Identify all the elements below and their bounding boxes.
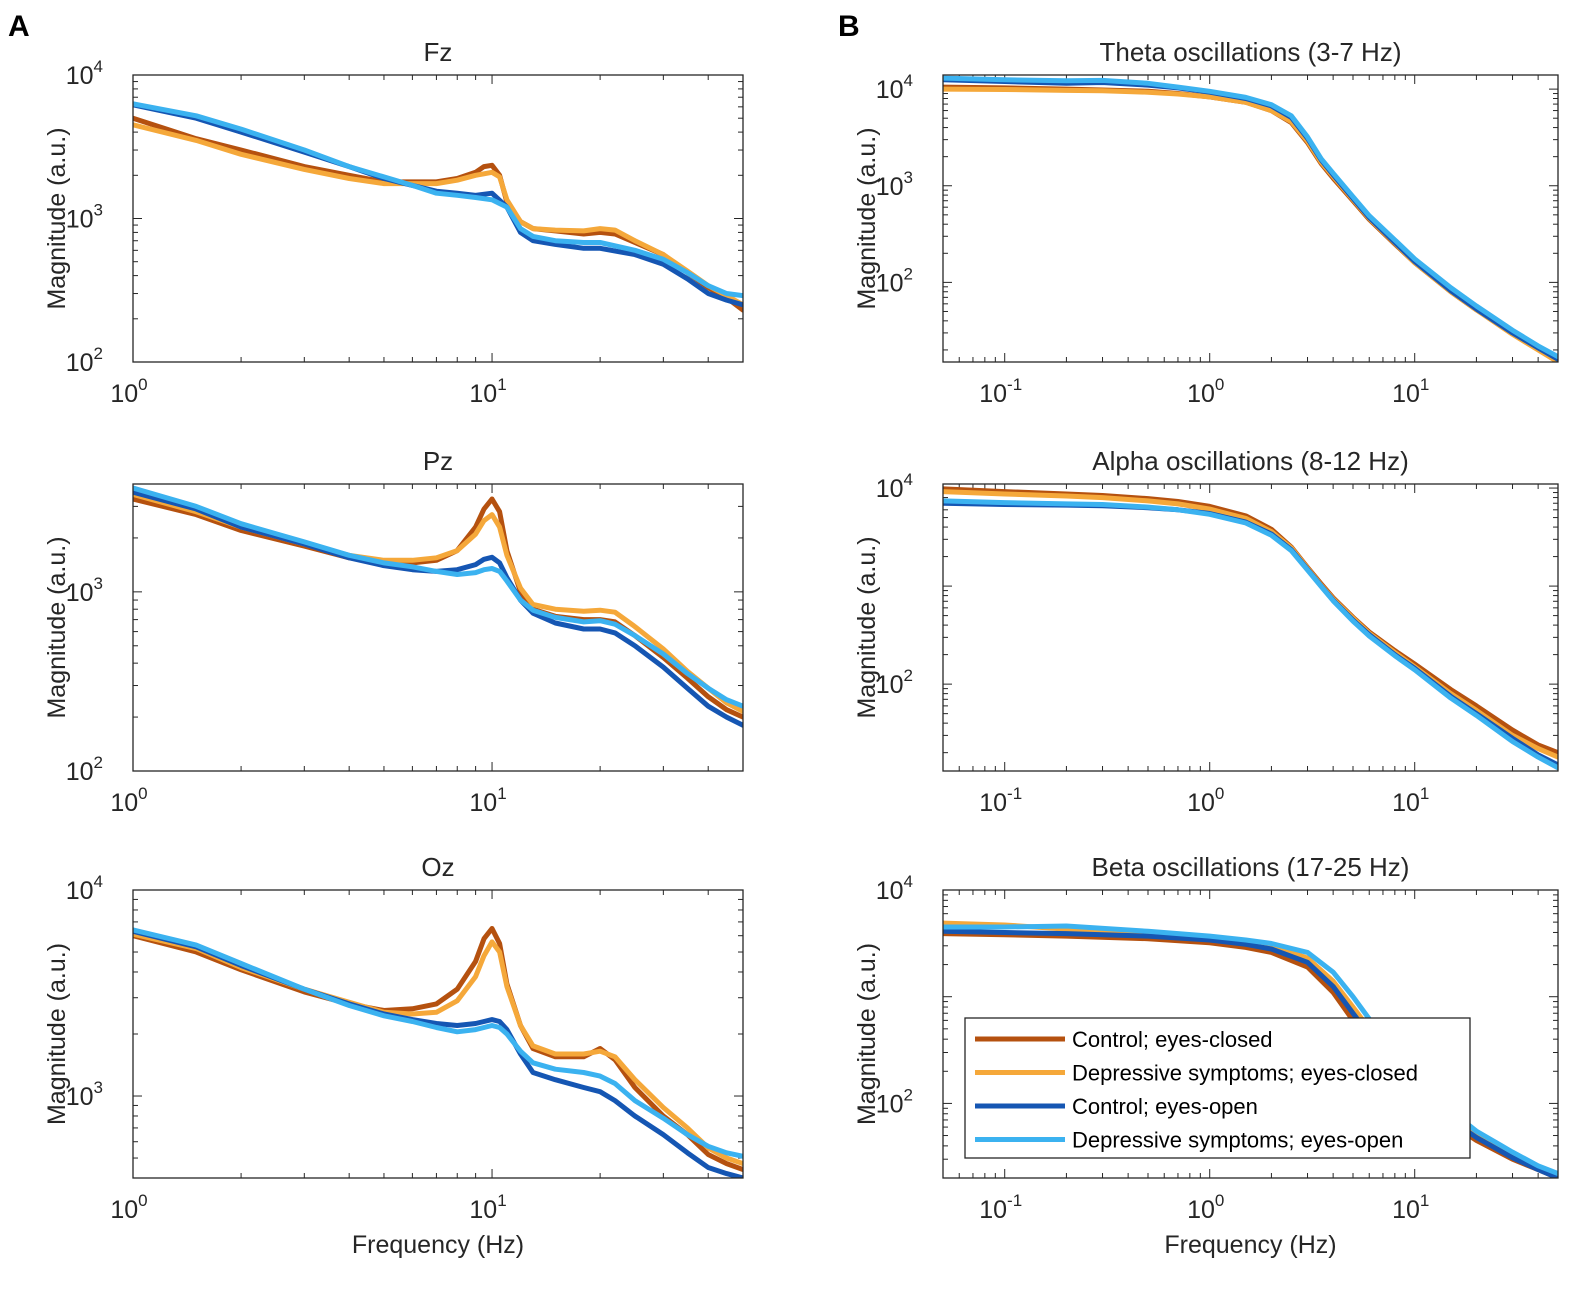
y-tick-label: 104 [876, 71, 913, 104]
y-tick-label: 103 [876, 168, 913, 201]
chart-fz: Fz Magnitude (a.u.) 100 101 102 103 104 [43, 37, 744, 408]
y-axis-label: Magnitude (a.u.) [853, 943, 881, 1125]
series-depressive-symptoms-eyes-open [133, 485, 743, 709]
y-tick-label: 104 [876, 470, 913, 503]
series-group [943, 75, 1558, 362]
x-tick-label: 10-1 [979, 375, 1022, 408]
chart-title: Pz [423, 446, 453, 476]
y-tick-label: 102 [876, 1085, 913, 1118]
y-axis-label: Magnitude (a.u.) [43, 943, 71, 1125]
series-group [943, 486, 1558, 771]
y-tick-label: 104 [66, 57, 103, 90]
x-tick-label: 101 [469, 784, 506, 817]
series-control-eyes-open [943, 928, 1558, 1178]
x-tick-label: 101 [1392, 1191, 1429, 1224]
chart-title: Beta oscillations (17-25 Hz) [1092, 852, 1410, 882]
chart-theta-oscillations-3-7-hz: Theta oscillations (3-7 Hz) Magnitude (a.… [853, 37, 1559, 408]
chart-title: Fz [424, 37, 453, 67]
series-depressive-symptoms-eyes-closed [133, 122, 743, 308]
chart-pz: Pz Magnitude (a.u.) 100 101 102 103 [43, 446, 744, 817]
axes-box [132, 483, 744, 772]
plot-area [943, 75, 1558, 362]
axes-box [132, 889, 744, 1179]
x-tick-label: 100 [110, 375, 147, 408]
x-tick-label: 10-1 [979, 1191, 1022, 1224]
charts-container: Fz Magnitude (a.u.) 100 101 102 103 104 Pz Magni… [43, 37, 1559, 1259]
legend-entry-depressive-symptoms-eyes-open: Depressive symptoms; eyes-open [1072, 1128, 1403, 1153]
chart-title: Theta oscillations (3-7 Hz) [1100, 37, 1402, 67]
chart-alpha-oscillations-8-12-hz: Alpha oscillations (8-12 Hz) Magnitude (a… [853, 446, 1559, 817]
plot-area [133, 890, 743, 1178]
x-tick-label: 100 [110, 784, 147, 817]
series-depressive-symptoms-eyes-open [133, 927, 743, 1159]
y-tick-label: 103 [66, 574, 103, 607]
series-depressive-symptoms-eyes-open [943, 923, 1558, 1177]
plot-area [133, 484, 743, 771]
chart-beta-oscillations-17-25-hz: Beta oscillations (17-25 Hz) Magnitude (a… [853, 852, 1559, 1259]
y-axis-label: Magnitude (a.u.) [853, 536, 881, 718]
minor-ticks [132, 74, 744, 363]
y-tick-label: 102 [876, 264, 913, 297]
series-group [133, 101, 743, 313]
series-depressive-symptoms-eyes-open [943, 75, 1558, 360]
chart-title: Alpha oscillations (8-12 Hz) [1092, 446, 1408, 476]
y-axis-label: Magnitude (a.u.) [853, 127, 881, 309]
chart-title: Oz [421, 852, 454, 882]
series-group [133, 926, 743, 1178]
series-depressive-symptoms-eyes-open [943, 498, 1558, 771]
x-tick-label: 100 [110, 1191, 147, 1224]
axes-box [132, 74, 744, 363]
y-tick-label: 102 [876, 666, 913, 699]
x-tick-label: 101 [469, 375, 506, 408]
minor-ticks [132, 483, 744, 772]
axes-box [942, 889, 1559, 1179]
chart-oz: Oz Magnitude (a.u.) Frequency (Hz) 100 101 10… [43, 852, 744, 1259]
y-tick-label: 103 [66, 201, 103, 234]
x-tick-label: 10-1 [979, 784, 1022, 817]
series-group [943, 920, 1558, 1178]
legend-entry-control-eyes-closed: Control; eyes-closed [1072, 1027, 1273, 1052]
y-axis-label: Magnitude (a.u.) [43, 536, 71, 718]
axes-box [942, 74, 1559, 363]
legend: Control; eyes-closed Depressive symptoms;… [964, 1017, 1471, 1159]
y-axis-label: Magnitude (a.u.) [43, 127, 71, 309]
panel-label-a: A [8, 10, 30, 43]
x-axis-label: Frequency (Hz) [1164, 1231, 1336, 1259]
y-tick-label: 102 [66, 753, 103, 786]
panel-label-b: B [838, 10, 860, 43]
y-tick-label: 104 [876, 872, 913, 905]
x-tick-label: 100 [1187, 784, 1224, 817]
series-group [133, 485, 743, 728]
y-tick-label: 103 [66, 1078, 103, 1111]
x-tick-label: 100 [1187, 375, 1224, 408]
x-tick-label: 100 [1187, 1191, 1224, 1224]
minor-ticks [942, 75, 1559, 362]
series-depressive-symptoms-eyes-open [133, 101, 743, 299]
x-tick-label: 101 [1392, 375, 1429, 408]
legend-entry-control-eyes-open: Control; eyes-open [1072, 1094, 1258, 1119]
y-tick-label: 104 [66, 872, 103, 905]
x-tick-label: 101 [469, 1191, 506, 1224]
plot-area [943, 484, 1558, 771]
plot-area [133, 75, 743, 362]
x-tick-label: 101 [1392, 784, 1429, 817]
axes-box [942, 483, 1559, 772]
x-axis-label: Frequency (Hz) [352, 1231, 524, 1259]
legend-entry-depressive-symptoms-eyes-closed: Depressive symptoms; eyes-closed [1072, 1061, 1418, 1086]
y-tick-label: 102 [66, 344, 103, 377]
